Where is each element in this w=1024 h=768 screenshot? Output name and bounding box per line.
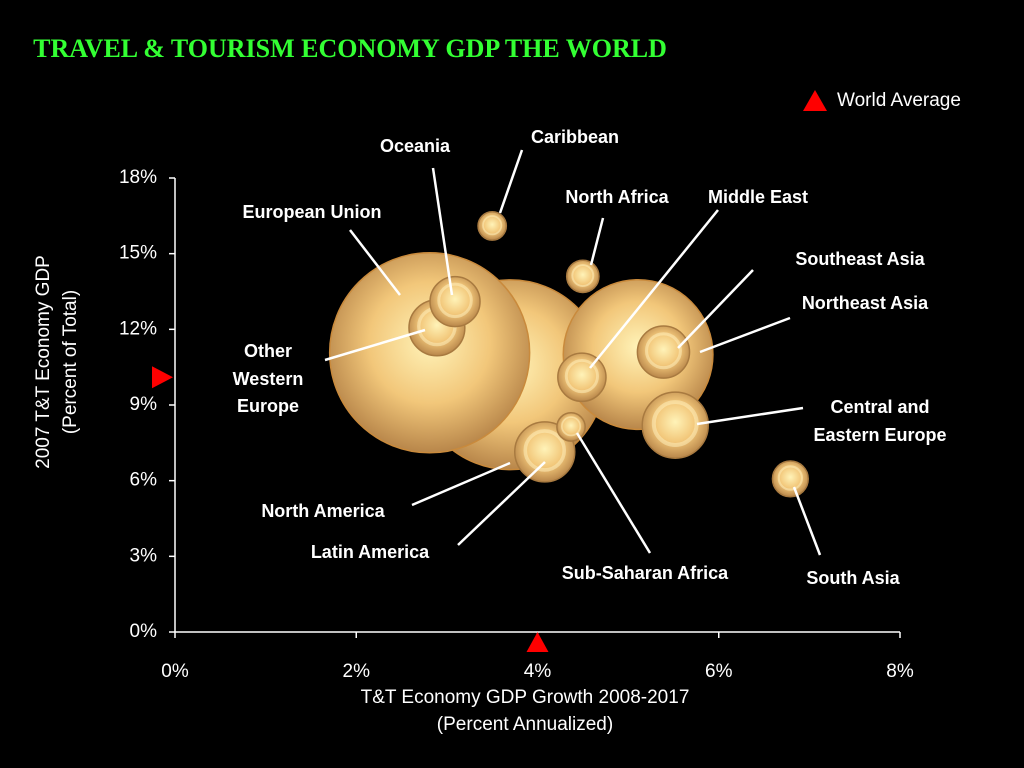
point-label: Latin America [311,542,430,562]
leader-line [589,209,719,369]
point-label: Other Western Europe [233,341,304,416]
bubble-highlight [437,282,473,319]
x-axis-label: (Percent Annualized) [437,714,613,735]
legend-label: World Average [837,90,961,111]
bubble-highlight [523,429,567,472]
chart-title: TRAVEL & TOURISM ECONOMY GDP THE WORLD [33,34,667,63]
y-axis-label: 2007 T&T Economy GDP [33,255,54,469]
leader-line [575,432,652,554]
point-label: Middle East [708,187,808,207]
bubble-highlight [651,400,699,447]
y-tick-label: 6% [130,470,158,491]
bubble-highlight [560,416,582,437]
leader-line [792,486,822,556]
point-label: European Union [243,202,382,222]
leader-line [677,269,754,349]
legend-marker [803,90,827,111]
point-label: North Africa [565,187,669,207]
world-average-x [526,632,549,652]
leader-line [699,316,791,354]
label-line: Western [233,369,304,389]
point-label: Southeast Asia [795,249,925,269]
y-tick-label: 12% [119,318,157,339]
y-tick-label: 15% [119,243,157,264]
x-tick-label: 8% [886,661,914,682]
leader-line [411,461,511,507]
point-label: South Asia [806,568,900,588]
point-label: Oceania [380,136,451,156]
point-label: Northeast Asia [802,293,929,313]
label-line: Eastern Europe [813,425,946,445]
bubble-highlight [564,358,600,394]
leader-line [696,406,804,426]
bubble-highlight [571,264,595,288]
y-tick-label: 9% [130,394,158,415]
x-tick-label: 2% [343,661,371,682]
y-axis-label: (Percent of Total) [60,290,81,434]
leader-line [498,149,524,214]
leader-line [431,167,454,296]
leader-line [324,328,426,362]
bubble-highlight [482,215,503,236]
label-line: Europe [237,396,299,416]
leader-line [349,229,401,296]
y-tick-label: 0% [130,621,158,642]
label-line: Other [244,341,292,361]
point-label: Sub-Saharan Africa [562,563,729,583]
bubble-highlight [777,465,804,491]
point-label: Central and Eastern Europe [813,397,946,445]
x-tick-label: 4% [524,661,552,682]
x-tick-label: 0% [161,661,189,682]
leader-line [457,461,546,546]
label-line: Central and [830,397,929,417]
x-tick-label: 6% [705,661,733,682]
bubble-highlight [644,332,682,370]
point-label: Caribbean [531,127,619,147]
x-axis-label: T&T Economy GDP Growth 2008-2017 [361,687,690,708]
world-average-y [152,366,173,389]
y-tick-label: 3% [130,545,158,566]
leader-line [589,217,605,266]
point-label: North America [261,501,385,521]
y-tick-label: 18% [119,167,157,188]
